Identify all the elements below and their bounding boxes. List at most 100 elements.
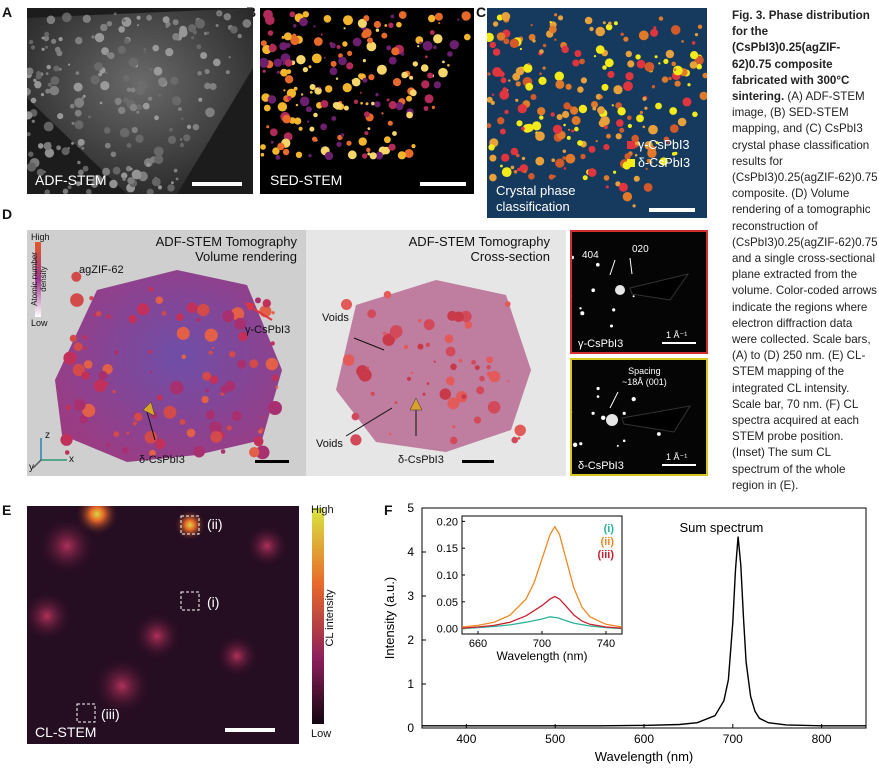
particle <box>601 83 609 91</box>
particle <box>79 414 88 424</box>
particle <box>63 351 77 365</box>
particle <box>644 62 655 72</box>
particle <box>591 411 595 415</box>
particle <box>280 68 288 77</box>
particle <box>201 396 209 404</box>
particle <box>603 175 610 181</box>
particle <box>158 93 162 97</box>
particle <box>260 57 269 68</box>
particle <box>347 150 357 160</box>
particle <box>627 123 632 129</box>
particle <box>615 102 622 109</box>
particle <box>433 34 443 44</box>
particle <box>420 64 429 72</box>
legend-delta-label: δ-CsPbI3 <box>638 156 691 170</box>
particle <box>644 106 648 110</box>
particle <box>43 35 50 42</box>
particle <box>238 331 248 342</box>
roi-i-box <box>180 591 200 611</box>
particle <box>170 380 184 395</box>
particle <box>362 77 368 83</box>
particle <box>318 86 321 89</box>
panel-b-label: SED-STEM <box>270 172 343 188</box>
particle <box>359 91 362 94</box>
particle <box>267 95 277 104</box>
particle <box>286 88 297 99</box>
particle <box>196 317 201 322</box>
particle <box>209 83 217 90</box>
particle <box>323 15 332 23</box>
x-tick-label: 500 <box>545 732 565 746</box>
particle <box>582 175 588 181</box>
particle <box>181 117 184 120</box>
particle <box>642 125 646 129</box>
particle <box>149 449 156 457</box>
inset-y-tick-label: 0.15 <box>437 543 458 555</box>
cl-colorbar <box>312 508 324 724</box>
particle <box>72 363 85 377</box>
particle <box>442 60 445 64</box>
particle <box>344 106 348 110</box>
particle <box>209 375 219 384</box>
particle <box>158 77 167 86</box>
particle <box>362 59 366 63</box>
annotation-voids-2: Voids <box>316 438 343 450</box>
particle <box>283 32 292 41</box>
series-line-sum <box>422 536 866 727</box>
particle <box>601 415 606 420</box>
particle <box>596 386 600 391</box>
particle <box>616 444 619 447</box>
particle <box>636 114 644 123</box>
particle <box>595 140 598 143</box>
particle <box>260 144 266 150</box>
particle <box>689 61 698 69</box>
particle <box>122 447 129 454</box>
legend-delta: δ-CsPbI3 <box>627 154 690 172</box>
particle <box>53 65 60 72</box>
particle <box>331 116 337 121</box>
roi-ii-box <box>180 515 200 535</box>
particle <box>623 81 633 92</box>
particle <box>198 97 203 102</box>
particle <box>562 156 566 160</box>
particle <box>138 80 147 90</box>
particle <box>285 42 291 48</box>
particle <box>309 90 313 94</box>
panel-c-label: Crystal phase classification <box>496 183 576 214</box>
particle <box>43 121 54 132</box>
particle <box>299 17 308 27</box>
panel-letter-d: D <box>2 206 13 222</box>
particle <box>128 57 139 68</box>
particle <box>119 106 124 111</box>
particle <box>447 397 460 410</box>
axis-z-label: z <box>45 430 50 441</box>
panel-a-label: ADF-STEM <box>35 172 107 188</box>
particle <box>342 83 352 93</box>
particle <box>260 40 267 47</box>
particle <box>501 12 511 21</box>
particle <box>458 358 463 363</box>
particle <box>577 140 583 146</box>
particle <box>228 56 231 59</box>
particle <box>356 365 369 378</box>
particle <box>624 153 631 160</box>
particle <box>126 87 131 92</box>
cl-hotspot <box>92 656 152 716</box>
particle <box>530 94 537 100</box>
particle <box>290 36 300 46</box>
panel-a-adf-stem-image: ADF-STEM <box>27 8 253 194</box>
particle <box>699 91 707 101</box>
particle <box>516 120 523 127</box>
particle <box>353 99 359 105</box>
particle <box>687 83 691 87</box>
particle <box>549 21 552 24</box>
particle <box>367 152 371 156</box>
particle <box>234 317 247 330</box>
particle <box>431 105 435 109</box>
particle <box>658 62 661 65</box>
caption-body: (A) ADF-STEM image, (B) SED-STEM mapping… <box>732 90 878 492</box>
particle <box>563 167 567 170</box>
particle <box>165 48 174 57</box>
particle <box>501 153 510 162</box>
particle <box>142 102 150 110</box>
